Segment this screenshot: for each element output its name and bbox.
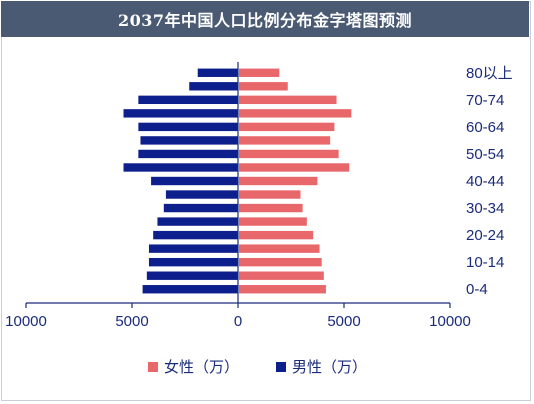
bar-female-55-59	[239, 136, 331, 145]
bar-female-45-49	[239, 163, 350, 172]
bar-male-70-74	[138, 95, 238, 105]
bar-male-15-19	[148, 244, 238, 253]
bar-female-15-19	[239, 244, 320, 253]
x-axis: 10000 5000 0 5000 10000	[5, 62, 471, 330]
bar-male-30-34	[163, 203, 238, 213]
bar-male-55-59	[140, 136, 238, 145]
bar-female-65-69	[239, 109, 352, 118]
bar-male-25-29	[157, 217, 238, 226]
bar-male-45-49	[123, 163, 238, 172]
bar-female-40-44	[239, 176, 318, 186]
bar-male-40-44	[151, 176, 238, 186]
age-label-40-44: 40-44	[466, 173, 504, 190]
legend-swatch-male	[276, 362, 286, 372]
chart-title: 2037年中国人口比例分布金字塔图预测	[1, 1, 529, 37]
bar-female-5-9	[239, 271, 324, 280]
bar-female-30-34	[239, 203, 303, 213]
bar-male-80以上	[197, 68, 238, 77]
x-tick-label: 10000	[429, 313, 471, 330]
bar-female-0-4	[239, 285, 326, 294]
bar-female-80以上	[239, 68, 280, 77]
x-tick-label: 0	[234, 313, 242, 330]
bar-male-20-24	[153, 230, 238, 240]
bar-male-50-54	[138, 149, 238, 159]
legend: 女性（万） 男性（万）	[148, 358, 367, 376]
age-label-80以上: 80以上	[466, 65, 513, 82]
male-bars	[123, 68, 238, 294]
x-tick-label: 5000	[115, 313, 148, 330]
bar-male-10-14	[148, 257, 238, 267]
legend-label-female: 女性（万）	[164, 358, 239, 376]
age-label-20-24: 20-24	[466, 227, 504, 244]
x-tick-label: 10000	[5, 313, 47, 330]
bar-male-35-39	[165, 190, 238, 199]
age-label-50-54: 50-54	[466, 146, 504, 163]
age-label-0-4: 0-4	[466, 281, 488, 298]
age-label-30-34: 30-34	[466, 200, 504, 217]
bar-female-70-74	[239, 95, 337, 105]
age-group-labels: 0-4 10-14 20-24 30-34 40-44 50-54 60-64 70-74 80…	[466, 65, 513, 298]
bar-male-75-79	[189, 82, 238, 91]
legend-label-male: 男性（万）	[292, 358, 367, 376]
bar-male-5-9	[146, 271, 238, 280]
bar-female-25-29	[239, 217, 307, 226]
bar-female-75-79	[239, 82, 288, 91]
bar-female-10-14	[239, 257, 322, 267]
x-tick-label: 5000	[327, 313, 360, 330]
bar-female-20-24	[239, 230, 314, 240]
bar-male-65-69	[123, 109, 238, 118]
legend-swatch-female	[148, 362, 158, 372]
bar-female-35-39	[239, 190, 301, 199]
age-label-70-74: 70-74	[466, 92, 504, 109]
age-label-60-64: 60-64	[466, 119, 504, 136]
female-bars	[239, 68, 352, 294]
bar-male-60-64	[138, 122, 238, 132]
bar-female-60-64	[239, 122, 335, 132]
bar-male-0-4	[142, 285, 238, 294]
bar-female-50-54	[239, 149, 339, 159]
age-label-10-14: 10-14	[466, 254, 504, 271]
